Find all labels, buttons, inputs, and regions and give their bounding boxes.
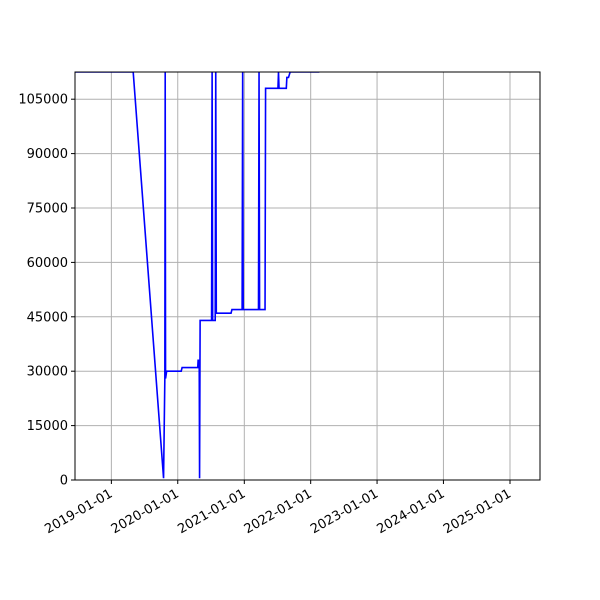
- x-tick-label: 2024-01-01: [374, 486, 447, 537]
- y-tick-label: 15000: [27, 419, 68, 434]
- x-tick-label: 2019-01-01: [42, 486, 115, 537]
- x-tick-label: 2020-01-01: [109, 486, 182, 537]
- grid-layer: [75, 72, 540, 481]
- y-tick-label: 0: [60, 474, 68, 489]
- y-tick-label: 75000: [27, 202, 68, 217]
- x-tick-label: 2022-01-01: [242, 486, 315, 537]
- y-tick-label: 60000: [27, 256, 68, 271]
- x-tick-label: 2023-01-01: [308, 486, 381, 537]
- y-tick-label: 45000: [27, 310, 68, 325]
- y-tick-label: 90000: [27, 147, 68, 162]
- x-tick-label: 2021-01-01: [175, 486, 248, 537]
- series-layer: [75, 72, 321, 479]
- y-tick-label: 30000: [27, 365, 68, 380]
- x-tick-label: 2025-01-01: [441, 486, 514, 537]
- y-tick-label: 105000: [18, 93, 68, 108]
- plot-frame: [74, 71, 541, 481]
- series-line-0: [75, 72, 321, 479]
